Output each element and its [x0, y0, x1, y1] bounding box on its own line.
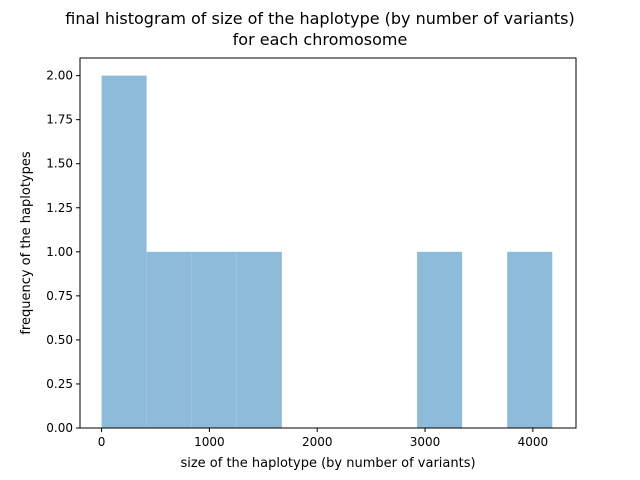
y-tick-label-1: 0.25	[46, 377, 73, 391]
histogram-bars	[101, 75, 553, 428]
y-tick-label-8: 2.00	[46, 69, 73, 83]
histogram-bar-1	[146, 251, 192, 428]
x-tick-label-2: 2000	[302, 435, 333, 449]
y-tick-label-5: 1.25	[46, 201, 73, 215]
y-axis-ticks: 0.00 0.25 0.50 0.75 1.00 1.25 1.50 1.75 2.00	[46, 69, 80, 435]
x-tick-label-4: 4000	[518, 435, 549, 449]
histogram-bar-3	[236, 251, 282, 428]
x-axis-ticks: 0 1000 2000 3000 4000	[98, 428, 548, 449]
y-tick-label-0: 0.00	[46, 421, 73, 435]
histogram-bar-7	[417, 251, 463, 428]
histogram-bar-0	[101, 75, 147, 428]
x-axis-label: size of the haplotype (by number of vari…	[180, 456, 475, 471]
x-tick-label-3: 3000	[410, 435, 441, 449]
y-tick-label-2: 0.50	[46, 333, 73, 347]
histogram-bar-9	[507, 251, 553, 428]
y-tick-label-7: 1.75	[46, 113, 73, 127]
histogram-bar-2	[191, 251, 237, 428]
plot-frame	[79, 57, 577, 429]
x-tick-label-1: 1000	[194, 435, 225, 449]
y-tick-label-6: 1.50	[46, 157, 73, 171]
y-tick-label-3: 0.75	[46, 289, 73, 303]
chart-title-line-2: for each chromosome	[232, 30, 408, 49]
x-tick-label-0: 0	[98, 435, 106, 449]
y-axis-label: frequency of the haplotypes	[19, 151, 34, 335]
chart-title-line-1: final histogram of size of the haplotype…	[65, 9, 575, 28]
y-tick-label-4: 1.00	[46, 245, 73, 259]
